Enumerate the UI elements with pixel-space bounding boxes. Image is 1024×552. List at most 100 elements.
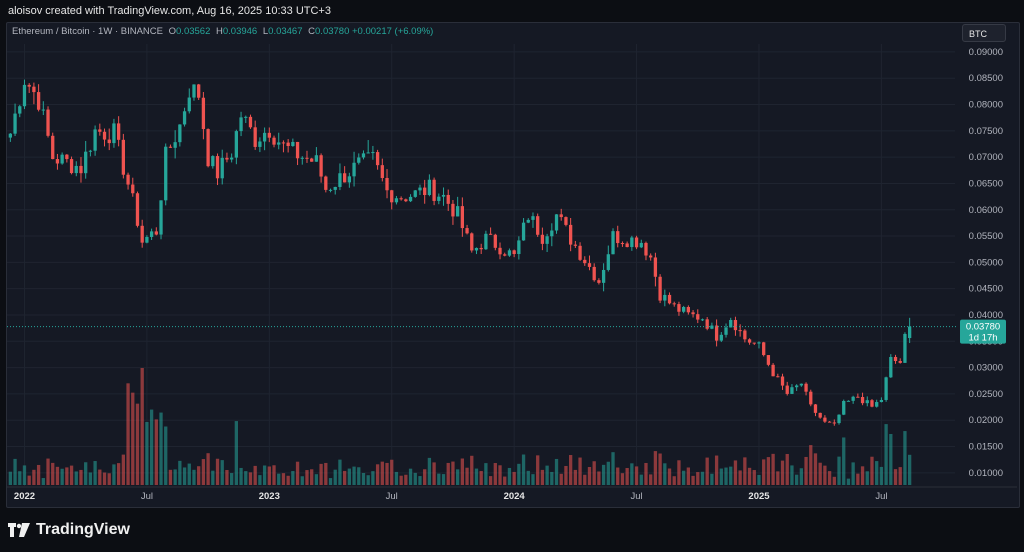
volume-bar [60, 468, 64, 485]
volume-bar [842, 437, 846, 485]
volume-bar [300, 476, 304, 485]
volume-bar [550, 471, 554, 485]
candle-body [823, 417, 827, 422]
current-price-value: 0.03780 [966, 322, 1000, 333]
candle-body [884, 377, 888, 400]
volume-bar [13, 458, 17, 485]
volume-bar [846, 478, 851, 485]
brand-name: TradingView [36, 521, 130, 538]
volume-bar [771, 453, 775, 485]
candle-body [22, 84, 27, 107]
candle-body [168, 146, 173, 148]
candle-body [809, 391, 813, 405]
candle-body [757, 342, 761, 344]
price-tick-label: 0.08000 [969, 100, 1003, 111]
candle-body [762, 342, 766, 356]
candle-body [488, 233, 493, 235]
volume-bar [234, 421, 239, 485]
candle-body [455, 206, 460, 217]
time-axis[interactable]: 2022 Jul 2023 Jul 2024 Jul 2025 Jul [14, 491, 888, 502]
volume-bar [418, 476, 422, 485]
volume-bar [408, 468, 413, 485]
time-tick-label: 2022 [14, 491, 35, 502]
candle-body [432, 179, 436, 201]
attribution-text: aloisov created with TradingView.com, Au… [8, 5, 331, 17]
candle-body [258, 141, 262, 147]
candle-body [733, 319, 738, 331]
candle-body [578, 245, 582, 260]
time-tick-label: Jul [630, 491, 642, 502]
volume-bar [625, 468, 629, 485]
attribution-bar: aloisov created with TradingView.com, Au… [0, 0, 1024, 22]
volume-bar [865, 471, 869, 485]
close-label: C [308, 26, 316, 37]
close-value: 0.03780 [315, 26, 350, 37]
volume-bar [69, 465, 74, 485]
candle-body [554, 214, 559, 231]
volume-bar [272, 465, 276, 485]
chart-panel[interactable] [6, 22, 1020, 508]
candle-body [606, 254, 610, 270]
candle-body [197, 84, 201, 98]
candle-body [427, 179, 432, 196]
volume-bar [211, 470, 215, 485]
volume-bar [295, 461, 300, 485]
price-tick-label: 0.01000 [969, 468, 1003, 479]
volume-bar [333, 469, 337, 485]
volume-bar [672, 476, 676, 485]
volume-bar [65, 467, 69, 485]
candle-body [46, 109, 50, 136]
volume-bar [677, 460, 681, 485]
candle-body [794, 385, 799, 388]
volume-bar [36, 464, 41, 485]
volume-bar [521, 454, 526, 485]
candle-body [875, 402, 879, 407]
candle-body [244, 116, 248, 118]
candle-body [799, 383, 804, 386]
volume-bar [107, 473, 111, 485]
volume-bar [267, 466, 271, 485]
candle-body [677, 304, 681, 312]
candle-body [375, 152, 380, 166]
candle-body [634, 237, 639, 248]
candle-body [102, 131, 107, 140]
candle-body [804, 383, 808, 392]
candle-body [672, 303, 676, 305]
volume-bar [738, 470, 742, 485]
volume-bar [394, 471, 399, 485]
volume-bar [663, 463, 667, 485]
volume-bar [498, 465, 502, 485]
volume-bar [507, 467, 512, 485]
price-axis[interactable]: 0.09000 0.08500 0.08000 0.07500 0.07000 0.065… [969, 47, 1003, 479]
volume-bar [22, 465, 27, 485]
price-tick-label: 0.03000 [969, 363, 1003, 374]
price-tick-label: 0.05500 [969, 231, 1003, 242]
candle-body [630, 237, 634, 248]
volume-bar [856, 473, 860, 485]
candle-body [856, 396, 860, 398]
candle-body [587, 263, 592, 267]
volume-bar [559, 473, 563, 485]
candle-body [342, 173, 347, 183]
currency-button[interactable]: BTC [962, 24, 1006, 42]
candle-body [404, 199, 408, 202]
volume-bar [474, 468, 479, 485]
candle-body [780, 376, 785, 386]
volume-bar [691, 475, 695, 485]
candle-body [201, 97, 206, 130]
candle-body [267, 132, 271, 138]
volume-bar [710, 473, 714, 485]
candle-body [536, 216, 540, 235]
volume-bar [164, 426, 168, 485]
volume-bar [465, 467, 469, 485]
volume-bar [649, 474, 653, 485]
volume-bar [126, 383, 130, 485]
candle-body [69, 159, 74, 174]
volume-bar [823, 465, 827, 485]
candle-body [714, 325, 719, 341]
candle-body [239, 117, 243, 132]
candle-body [310, 158, 314, 162]
candle-body [300, 157, 304, 159]
volume-bar [766, 457, 771, 485]
